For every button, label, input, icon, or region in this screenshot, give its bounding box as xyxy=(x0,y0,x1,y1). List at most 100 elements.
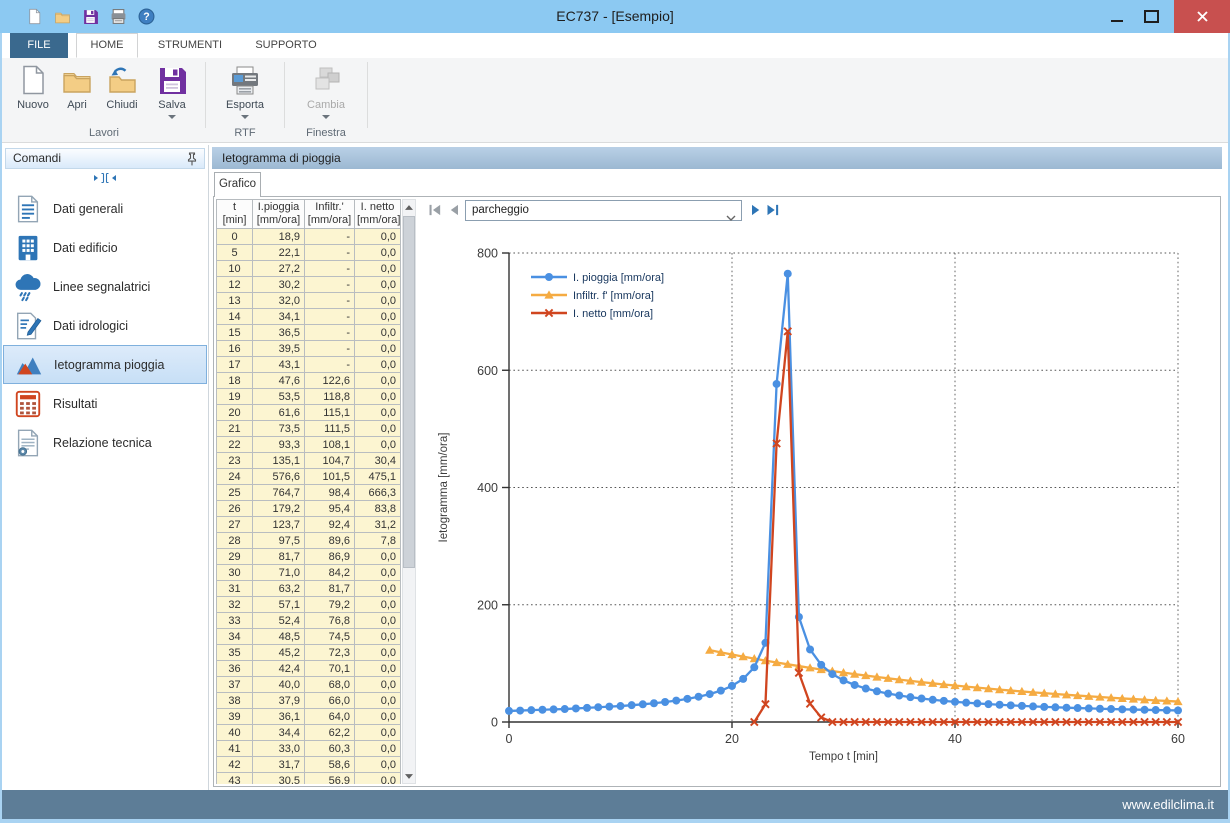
table-scrollbar[interactable] xyxy=(402,199,416,784)
table-cell: 475,1 xyxy=(355,469,401,485)
table-cell: 0,0 xyxy=(355,773,401,785)
ribbon-button-salva[interactable]: Salva xyxy=(146,62,198,119)
table-cell: 57,1 xyxy=(253,597,305,613)
table-row: 4231,758,60,0 xyxy=(217,757,401,773)
area-chart-icon xyxy=(14,350,44,380)
table-cell: 25 xyxy=(217,485,253,501)
last-record-icon xyxy=(765,202,781,218)
nav-next-button[interactable] xyxy=(748,202,764,218)
table-cell: 30,2 xyxy=(253,277,305,293)
table-cell: 36,5 xyxy=(253,325,305,341)
table-cell: 48,5 xyxy=(253,629,305,645)
data-table-container[interactable]: t[min]I.pioggia[mm/ora]Infiltr.'[mm/ora]… xyxy=(216,199,401,784)
nav-last-button[interactable] xyxy=(765,202,781,218)
ribbon-button-nuovo[interactable]: Nuovo xyxy=(10,62,56,111)
sidebar-item-dati-idrologici[interactable]: Dati idrologici xyxy=(3,306,207,345)
sidebar-item-dati-edificio[interactable]: Dati edificio xyxy=(3,228,207,267)
sidebar-item-dati-generali[interactable]: Dati generali xyxy=(3,189,207,228)
table-header: t[min]I.pioggia[mm/ora]Infiltr.'[mm/ora]… xyxy=(217,200,401,229)
table-cell: 56,9 xyxy=(305,773,355,785)
sidebar-item-label: Linee segnalatrici xyxy=(53,280,150,294)
table-cell: 0 xyxy=(217,229,253,245)
table-row: 1434,1-0,0 xyxy=(217,309,401,325)
maximize-button[interactable] xyxy=(1134,0,1168,33)
sidebar-item-risultati[interactable]: Risultati xyxy=(3,384,207,423)
table-cell: - xyxy=(305,309,355,325)
column-header: Infiltr.'[mm/ora] xyxy=(305,200,355,229)
ribbon-button-label: Cambia xyxy=(307,99,345,111)
scroll-up-button[interactable] xyxy=(403,200,415,214)
tab-home[interactable]: HOME xyxy=(76,33,138,58)
open-folder-icon xyxy=(61,64,93,96)
caret-down-icon xyxy=(322,113,330,119)
table-cell: 13 xyxy=(217,293,253,309)
svg-text:0: 0 xyxy=(491,716,498,730)
table-cell: 111,5 xyxy=(305,421,355,437)
ribbon-group-label: RTF xyxy=(213,127,277,142)
table-cell: 58,6 xyxy=(305,757,355,773)
table-row: 3837,966,00,0 xyxy=(217,693,401,709)
scroll-down-button[interactable] xyxy=(403,769,415,783)
ribbon-group-rtf: Esporta RTF xyxy=(213,58,277,142)
ribbon-button-apri[interactable]: Apri xyxy=(56,62,98,111)
scroll-thumb[interactable] xyxy=(403,216,415,568)
table-cell: 30 xyxy=(217,565,253,581)
table-cell: 764,7 xyxy=(253,485,305,501)
table-cell: 34,4 xyxy=(253,725,305,741)
table-row: 2897,589,67,8 xyxy=(217,533,401,549)
table-cell: 34,1 xyxy=(253,309,305,325)
svg-text:20: 20 xyxy=(725,732,739,746)
sidebar-item-ietogramma-pioggia[interactable]: Ietogramma pioggia xyxy=(3,345,207,384)
table-cell: 40,0 xyxy=(253,677,305,693)
tab-grafico[interactable]: Grafico xyxy=(214,172,261,197)
results-grid-icon xyxy=(13,389,43,419)
table-cell: 81,7 xyxy=(253,549,305,565)
table-cell: 61,6 xyxy=(253,405,305,421)
sidebar-item-relazione-tecnica[interactable]: Relazione tecnica xyxy=(3,423,207,462)
tab-strumenti[interactable]: STRUMENTI xyxy=(144,33,236,58)
table-cell: 41 xyxy=(217,741,253,757)
minimize-icon xyxy=(1111,20,1123,22)
sidebar-collapse-toggle[interactable] xyxy=(2,173,208,185)
close-button[interactable] xyxy=(1174,0,1230,33)
table-row: 23135,1104,730,4 xyxy=(217,453,401,469)
table-cell: - xyxy=(305,357,355,373)
close-icon xyxy=(1196,10,1209,23)
series-line-1 xyxy=(710,650,1178,701)
table-row: 1743,1-0,0 xyxy=(217,357,401,373)
table-row: 1847,6122,60,0 xyxy=(217,373,401,389)
content-title: Ietogramma di pioggia xyxy=(222,151,341,165)
table-cell: 83,8 xyxy=(355,501,401,517)
arrow-down-icon xyxy=(405,774,413,779)
ribbon-group-separator xyxy=(367,62,368,128)
window-buttons xyxy=(1100,0,1230,33)
tab-supporto[interactable]: SUPPORTO xyxy=(242,33,330,58)
table-cell: 93,3 xyxy=(253,437,305,453)
table-row: 27123,792,431,2 xyxy=(217,517,401,533)
caret-down-icon xyxy=(168,113,176,119)
table-cell: 7,8 xyxy=(355,533,401,549)
sidebar-item-linee-segnalatrici[interactable]: Linee segnalatrici xyxy=(3,267,207,306)
table-cell: 0,0 xyxy=(355,565,401,581)
record-selector-value: parcheggio xyxy=(472,201,529,220)
table-cell: 28 xyxy=(217,533,253,549)
ribbon-button-cambia: Cambia xyxy=(292,62,360,119)
table-row: 3642,470,10,0 xyxy=(217,661,401,677)
table-cell: 30,5 xyxy=(253,773,305,785)
table-cell: 60,3 xyxy=(305,741,355,757)
minimize-button[interactable] xyxy=(1100,0,1134,33)
statusbar-link[interactable]: www.edilclima.it xyxy=(1122,790,1214,819)
table-cell: - xyxy=(305,277,355,293)
table-cell: 52,4 xyxy=(253,613,305,629)
table-cell: 0,0 xyxy=(355,421,401,437)
ribbon-button-esporta[interactable]: Esporta xyxy=(213,62,277,119)
ribbon-group-separator xyxy=(205,62,206,128)
pin-icon[interactable] xyxy=(186,152,198,166)
table-cell: 45,2 xyxy=(253,645,305,661)
table-cell: 92,4 xyxy=(305,517,355,533)
record-selector-dropdown[interactable]: parcheggio xyxy=(465,200,742,221)
ribbon-button-chiudi[interactable]: Chiudi xyxy=(98,62,146,111)
table-row: 1230,2-0,0 xyxy=(217,277,401,293)
table-cell: 21 xyxy=(217,421,253,437)
tab-file[interactable]: FILE xyxy=(10,33,68,58)
